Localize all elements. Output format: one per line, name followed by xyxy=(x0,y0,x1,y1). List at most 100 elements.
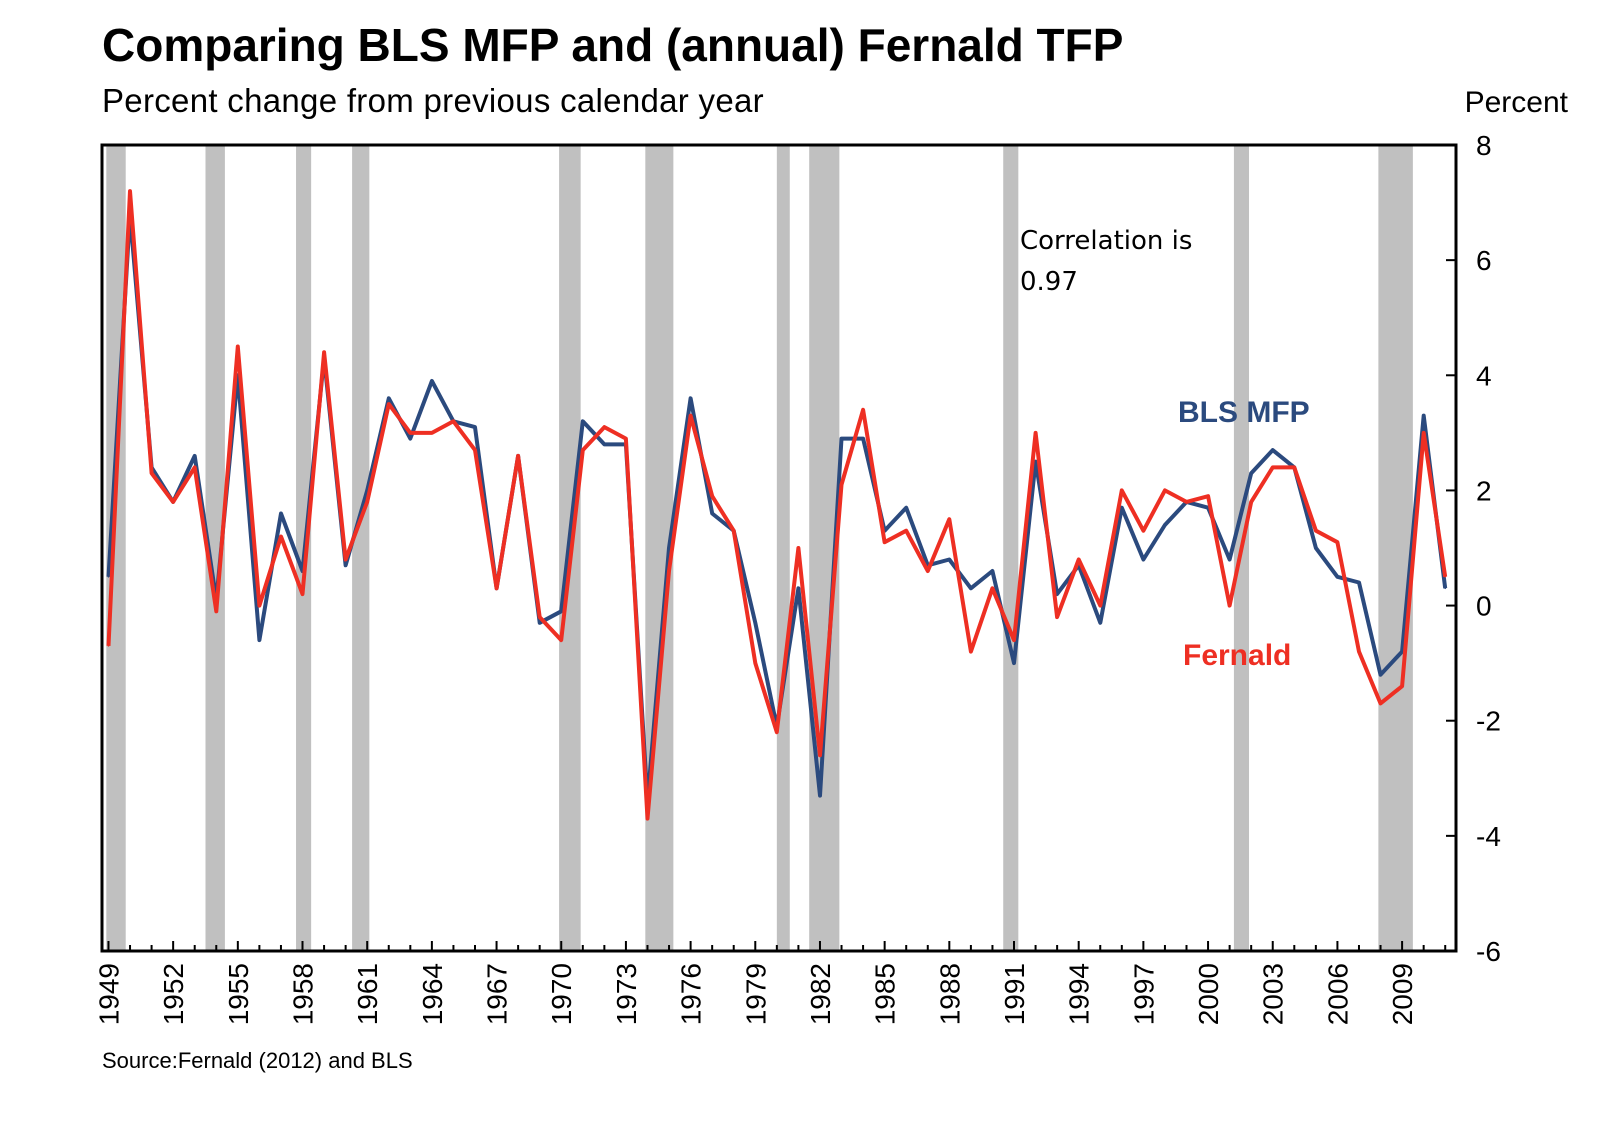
data-point-bls-mfp-1977 xyxy=(711,512,713,515)
x-tick-label-1988: 1988 xyxy=(934,963,965,1025)
data-point-bls-mfp-1982 xyxy=(819,794,821,797)
data-point-fernald-1967 xyxy=(495,587,498,590)
data-point-fernald-1996 xyxy=(1121,489,1123,492)
x-tick-label-1964: 1964 xyxy=(417,963,448,1025)
data-point-fernald-1980 xyxy=(776,731,778,734)
data-point-fernald-1950 xyxy=(129,190,131,192)
x-tick-label-2006: 2006 xyxy=(1322,963,1353,1025)
data-point-fernald-1979 xyxy=(754,662,757,664)
data-point-fernald-1954 xyxy=(215,610,218,613)
data-point-bls-mfp-1966 xyxy=(474,426,476,428)
data-point-bls-mfp-1988 xyxy=(948,558,951,561)
data-point-fernald-1991 xyxy=(1013,639,1015,641)
y-tick-label-6: 6 xyxy=(1476,245,1492,276)
data-point-bls-mfp-1949 xyxy=(107,575,110,578)
recession-band-1 xyxy=(205,145,225,951)
data-point-bls-mfp-1986 xyxy=(905,506,908,509)
data-point-fernald-1956 xyxy=(258,604,261,607)
data-point-fernald-2004 xyxy=(1293,466,1296,469)
x-tick-label-1991: 1991 xyxy=(999,963,1030,1025)
data-point-bls-mfp-2010 xyxy=(1422,414,1425,417)
data-point-fernald-1974 xyxy=(646,817,649,820)
data-point-bls-mfp-1990 xyxy=(991,570,994,572)
data-point-bls-mfp-1972 xyxy=(603,443,606,446)
data-point-fernald-1958 xyxy=(301,593,304,595)
data-point-fernald-1983 xyxy=(840,483,843,486)
x-tick-label-1961: 1961 xyxy=(352,963,383,1025)
data-point-bls-mfp-1976 xyxy=(689,397,692,400)
data-point-bls-mfp-1970 xyxy=(560,610,563,613)
chart-subtitle: Percent change from previous calendar ye… xyxy=(102,82,764,119)
data-point-fernald-1975 xyxy=(668,570,670,572)
data-point-fernald-1961 xyxy=(366,501,368,503)
data-point-bls-mfp-1996 xyxy=(1121,506,1123,509)
data-point-fernald-1981 xyxy=(797,547,800,549)
data-point-fernald-1965 xyxy=(452,420,455,423)
x-tick-label-1982: 1982 xyxy=(805,963,836,1025)
x-axis: 1949 1952 1955 1958 1961 1964 1967 1970 1973 1976… xyxy=(93,941,1447,1025)
y-tick-label-8: 8 xyxy=(1476,130,1492,161)
y-axis-unit-label: Percent xyxy=(1464,86,1568,119)
x-tick-label-1976: 1976 xyxy=(676,963,707,1025)
x-tick-label-1979: 1979 xyxy=(740,963,771,1025)
data-point-fernald-2006 xyxy=(1336,541,1339,544)
data-point-fernald-1963 xyxy=(409,432,412,434)
series-layer xyxy=(106,189,1448,821)
x-tick-label-1985: 1985 xyxy=(870,963,901,1025)
data-point-fernald-2008 xyxy=(1379,702,1382,705)
x-tick-label-1997: 1997 xyxy=(1128,963,1159,1025)
data-point-bls-mfp-2005 xyxy=(1315,547,1317,549)
x-tick-label-2000: 2000 xyxy=(1193,963,1224,1025)
data-point-fernald-1978 xyxy=(732,529,735,532)
data-point-bls-mfp-1960 xyxy=(344,564,347,567)
data-point-bls-mfp-2003 xyxy=(1271,449,1274,451)
data-point-bls-mfp-1971 xyxy=(581,420,584,423)
recession-band-8 xyxy=(1003,145,1019,951)
data-point-fernald-1972 xyxy=(603,426,606,428)
y-tick-label-2: 2 xyxy=(1476,475,1492,506)
data-point-bls-mfp-1983 xyxy=(840,437,843,440)
data-point-fernald-2002 xyxy=(1250,501,1252,503)
data-point-fernald-1990 xyxy=(991,587,994,590)
series-label-fernald: Fernald xyxy=(1183,639,1291,672)
data-point-bls-mfp-1956 xyxy=(258,639,261,641)
plot-frame xyxy=(100,143,1458,953)
data-point-fernald-1973 xyxy=(625,437,627,440)
data-point-fernald-1997 xyxy=(1142,529,1145,532)
data-point-fernald-1960 xyxy=(344,558,347,561)
x-tick-label-1949: 1949 xyxy=(93,963,124,1025)
y-tick-label--4: -4 xyxy=(1476,821,1501,852)
data-point-fernald-1977 xyxy=(711,495,713,497)
data-point-fernald-2009 xyxy=(1401,685,1403,687)
data-point-fernald-2011 xyxy=(1444,575,1447,578)
x-tick-label-1973: 1973 xyxy=(611,963,642,1025)
y-tick-label-4: 4 xyxy=(1476,360,1492,391)
data-point-bls-mfp-1979 xyxy=(754,622,757,624)
data-point-fernald-1984 xyxy=(862,409,864,411)
annotation-line-1: Correlation is xyxy=(1020,226,1192,256)
data-point-bls-mfp-1997 xyxy=(1142,558,1145,561)
data-point-fernald-1985 xyxy=(883,541,886,544)
data-point-bls-mfp-1984 xyxy=(862,437,864,440)
chart-title: Comparing BLS MFP and (annual) Fernald T… xyxy=(102,19,1124,71)
data-point-fernald-1987 xyxy=(926,570,929,572)
data-point-fernald-2003 xyxy=(1271,466,1274,469)
series-label-bls-mfp: BLS MFP xyxy=(1178,396,1310,429)
data-point-fernald-1970 xyxy=(560,639,563,641)
data-point-fernald-1968 xyxy=(517,455,519,457)
x-tick-label-1952: 1952 xyxy=(158,963,189,1025)
recession-band-10 xyxy=(1378,145,1413,951)
data-point-fernald-2010 xyxy=(1422,432,1425,434)
data-point-fernald-1962 xyxy=(387,403,390,405)
data-point-fernald-2001 xyxy=(1228,604,1231,607)
data-point-fernald-1951 xyxy=(150,472,153,474)
data-point-fernald-1998 xyxy=(1164,489,1166,492)
data-point-bls-mfp-1995 xyxy=(1099,622,1102,624)
data-point-fernald-1964 xyxy=(431,432,433,434)
data-point-fernald-1986 xyxy=(905,529,908,532)
data-point-fernald-1957 xyxy=(280,535,282,538)
data-point-fernald-1959 xyxy=(323,351,325,354)
data-point-bls-mfp-1969 xyxy=(538,622,541,624)
data-point-fernald-1992 xyxy=(1034,432,1037,434)
